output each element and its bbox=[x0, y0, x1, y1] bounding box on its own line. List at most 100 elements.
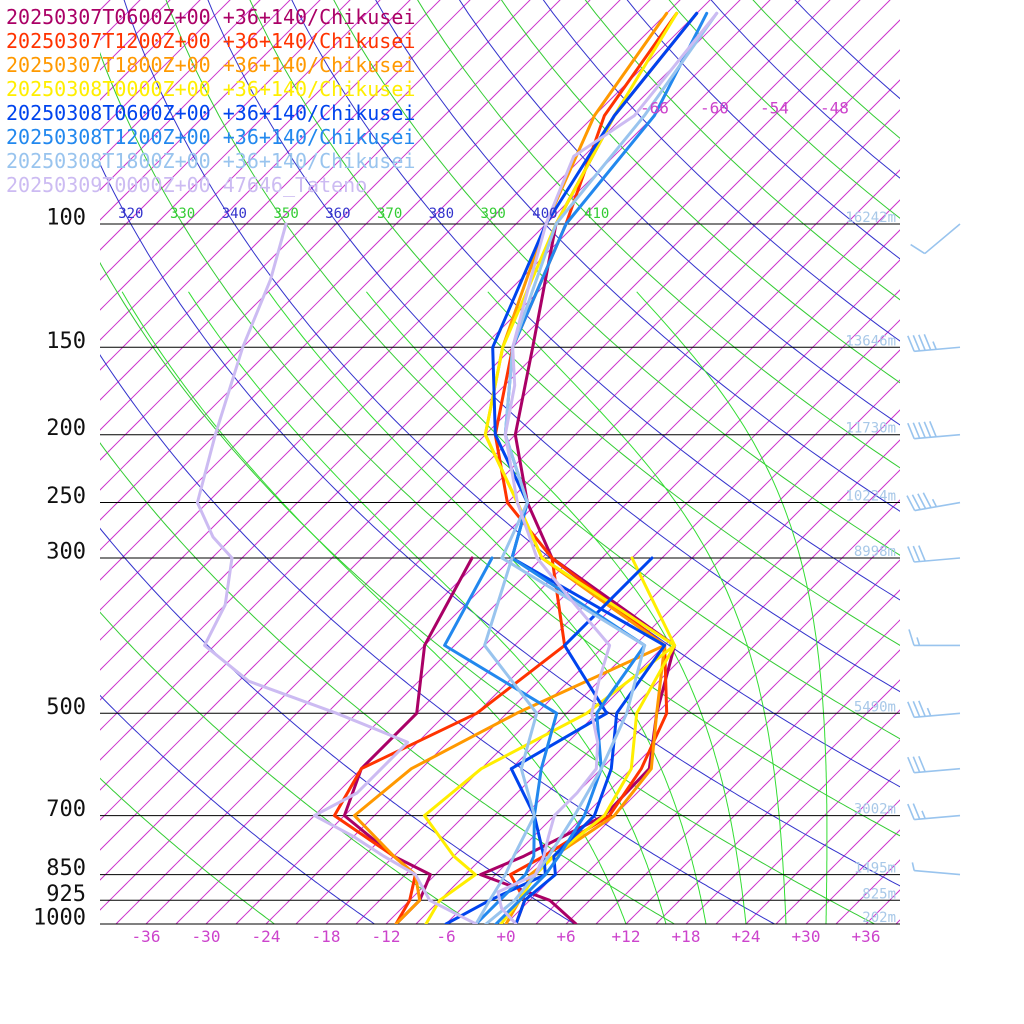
isotherm-line bbox=[100, 0, 771, 671]
isotherm-line bbox=[565, 589, 900, 924]
wind-barb bbox=[908, 629, 960, 647]
isotherm-line bbox=[100, 0, 861, 761]
temperature-tick-label: +36 bbox=[852, 927, 881, 946]
pressure-label: 250 bbox=[46, 484, 86, 509]
height-label: 5490m bbox=[854, 699, 896, 715]
legend-entry: 20250309T0000Z+00 47646_Tateno bbox=[6, 173, 367, 197]
temperature-tick-label: -18 bbox=[312, 927, 341, 946]
theta-label: 320 bbox=[118, 206, 143, 222]
sounding-series bbox=[195, 11, 719, 924]
height-label: 10224m bbox=[845, 489, 896, 505]
wind-barb bbox=[907, 803, 961, 821]
legend-entry: 20250308T1200Z+00 +36+140/Chikusei bbox=[6, 125, 415, 149]
theta-label: 400 bbox=[532, 206, 557, 222]
height-label: 11730m bbox=[845, 421, 896, 437]
isotherm-line bbox=[100, 0, 831, 731]
theta-label: 410 bbox=[584, 206, 609, 222]
isotherm-line bbox=[715, 739, 900, 924]
temperature-tick-label: -36 bbox=[132, 927, 161, 946]
temperature-tick-label: -24 bbox=[252, 927, 281, 946]
isotherm-line bbox=[100, 0, 681, 581]
dry-adiabat-line bbox=[100, 777, 276, 924]
series-4-dewpoint-line bbox=[422, 556, 677, 924]
moist-adiabat-line bbox=[487, 291, 787, 924]
wind-barb bbox=[911, 862, 961, 876]
isotherm-line bbox=[385, 409, 900, 924]
isotherm-line bbox=[535, 559, 900, 924]
upper-temperature-label: -66 bbox=[640, 99, 669, 118]
pressure-label: 700 bbox=[46, 797, 86, 822]
wind-barb bbox=[907, 755, 961, 774]
legend-entry: 20250307T1200Z+00 +36+140/Chikusei bbox=[6, 29, 415, 53]
pressure-label: 1000 bbox=[33, 906, 86, 931]
theta-label: 380 bbox=[429, 206, 454, 222]
pressure-label: 925 bbox=[46, 882, 86, 907]
pressure-label: 150 bbox=[46, 329, 86, 354]
theta-label: 330 bbox=[170, 206, 195, 222]
isotherm-line bbox=[595, 619, 900, 924]
isotherm-line bbox=[175, 199, 900, 924]
legend-entry: 20250307T1800Z+00 +36+140/Chikusei bbox=[6, 53, 415, 77]
dry-adiabat-line bbox=[100, 694, 376, 924]
isotherm-line bbox=[745, 769, 900, 924]
isotherm-line bbox=[655, 679, 900, 924]
isotherm-line bbox=[100, 0, 621, 521]
height-label: 3002m bbox=[854, 802, 896, 818]
isotherm-line bbox=[100, 0, 711, 611]
temperature-tick-label: +12 bbox=[612, 927, 641, 946]
isotherm-line bbox=[100, 0, 651, 551]
isotherm-line bbox=[445, 469, 900, 924]
height-label: 8998m bbox=[854, 544, 896, 560]
theta-label: 350 bbox=[273, 206, 298, 222]
wind-barb bbox=[907, 420, 961, 440]
height-label: 16242m bbox=[845, 210, 896, 226]
isotherm-line bbox=[100, 109, 900, 911]
moist-adiabat-line bbox=[188, 291, 667, 924]
temperature-tick-label: +6 bbox=[556, 927, 575, 946]
series-8-temperature-line bbox=[496, 11, 719, 924]
legend: 20250307T0600Z+00 +36+140/Chikusei202503… bbox=[6, 5, 415, 197]
isotherm-line bbox=[100, 0, 561, 461]
series-7-dewpoint-line bbox=[474, 556, 539, 924]
theta-label: 360 bbox=[325, 206, 350, 222]
isotherm-line bbox=[100, 0, 801, 701]
moist-adiabat-line bbox=[636, 291, 828, 924]
series-3-dewpoint-line bbox=[352, 643, 667, 924]
height-label: 13646m bbox=[845, 333, 896, 349]
pressure-label: 500 bbox=[46, 695, 86, 720]
series-5-temperature-line bbox=[491, 11, 699, 924]
series-2-dewpoint-line bbox=[332, 556, 567, 924]
temperature-tick-label: +0 bbox=[496, 927, 515, 946]
isotherm-line bbox=[115, 139, 900, 924]
upper-temperature-label: -60 bbox=[700, 99, 729, 118]
wind-barb bbox=[907, 700, 961, 719]
temperature-tick-label: -12 bbox=[372, 927, 401, 946]
isotherm-line bbox=[235, 259, 900, 924]
theta-label: 390 bbox=[481, 206, 506, 222]
isotherm-line bbox=[475, 499, 900, 924]
isotherm-line bbox=[100, 0, 891, 791]
moist-adiabat-line bbox=[121, 291, 627, 924]
isotherm-line bbox=[100, 49, 900, 851]
isotherm-line bbox=[100, 0, 741, 641]
isotherm-line bbox=[505, 529, 900, 924]
upper-temperature-label: -54 bbox=[760, 99, 789, 118]
isotherm-line bbox=[775, 799, 900, 924]
wind-barb bbox=[907, 545, 961, 563]
wind-barbs bbox=[906, 223, 961, 876]
pressure-label: 300 bbox=[46, 539, 86, 564]
isotherm-line bbox=[325, 349, 900, 924]
theta-label: 370 bbox=[377, 206, 402, 222]
temperature-tick-label: +30 bbox=[792, 927, 821, 946]
theta-label: 340 bbox=[222, 206, 247, 222]
pressure-label: 200 bbox=[46, 416, 86, 441]
temperature-tick-label: -6 bbox=[436, 927, 455, 946]
height-label: 202m bbox=[862, 910, 896, 926]
series-7-temperature-line bbox=[484, 11, 719, 924]
height-label: 825m bbox=[862, 886, 896, 902]
temperature-tick-label: -30 bbox=[192, 927, 221, 946]
legend-entry: 20250308T0000Z+00 +36+140/Chikusei bbox=[6, 77, 415, 101]
series-8-dewpoint-line bbox=[195, 222, 478, 924]
